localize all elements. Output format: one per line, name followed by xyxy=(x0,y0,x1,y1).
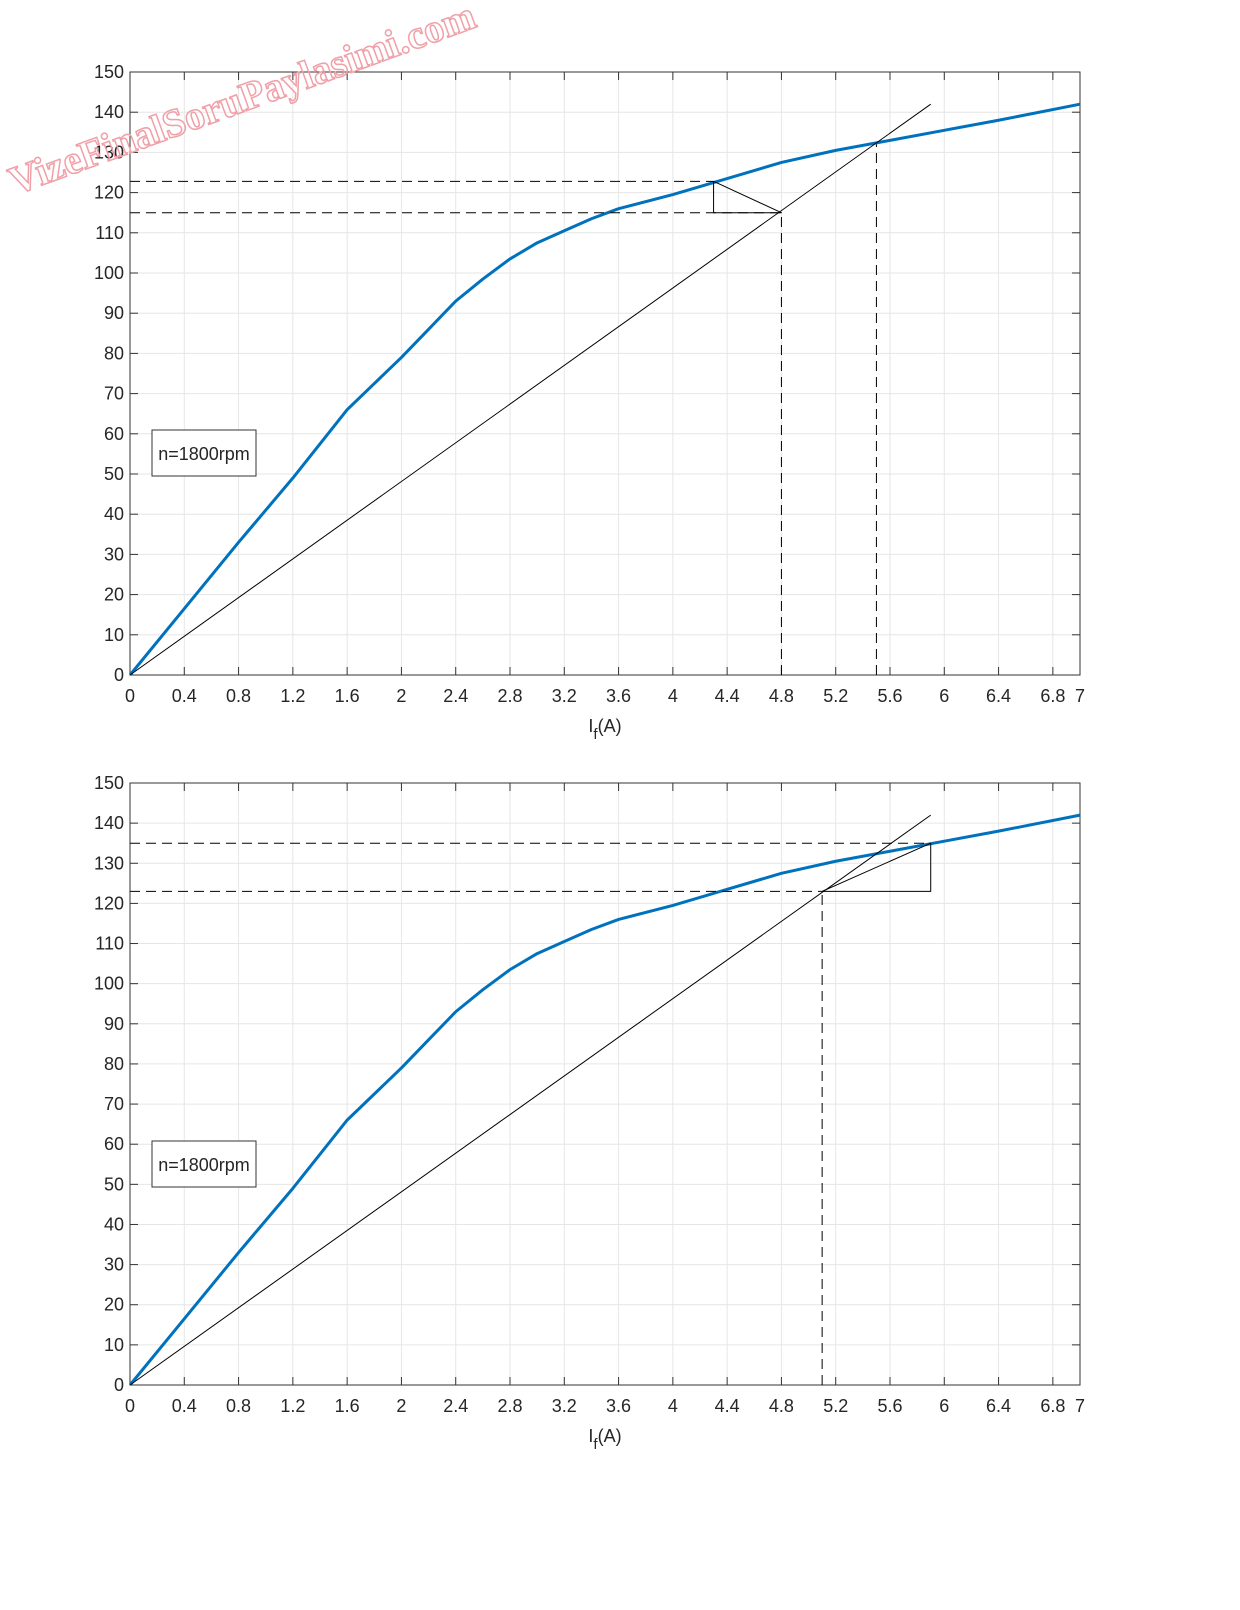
annotation-box xyxy=(151,429,257,477)
y-tick-label: 90 xyxy=(104,1014,124,1034)
plot-frame xyxy=(129,71,1081,676)
x-tick-label: 5.2 xyxy=(823,1396,848,1416)
y-tick-label: 20 xyxy=(104,1295,124,1315)
x-tick-label: 4.4 xyxy=(715,1396,740,1416)
y-tick-label: 10 xyxy=(104,625,124,645)
y-tick-label: 10 xyxy=(104,1335,124,1355)
x-tick-label: 7 xyxy=(1075,686,1085,706)
y-tick-label: 140 xyxy=(94,813,124,833)
y-tick-label: 130 xyxy=(94,853,124,873)
x-tick-label: 6.4 xyxy=(986,1396,1011,1416)
y-tick-label: 50 xyxy=(104,464,124,484)
x-label-unit: (A) xyxy=(598,716,622,736)
x-tick-label: 6.8 xyxy=(1040,1396,1065,1416)
x-tick-label: 5.2 xyxy=(823,686,848,706)
y-tick-label: 0 xyxy=(114,665,124,685)
annotation: n=1800rpm xyxy=(158,1155,250,1175)
x-tick-label: 3.2 xyxy=(552,686,577,706)
x-label-main: I xyxy=(588,1426,593,1446)
annotation: n=1800rpm xyxy=(158,444,250,464)
series-line xyxy=(128,813,1081,1386)
y-tick-label: 110 xyxy=(95,934,124,954)
x-tick-label: 6 xyxy=(939,1396,949,1416)
x-tick-label: 1.2 xyxy=(280,686,305,706)
x-tick-label: 3.6 xyxy=(606,686,631,706)
x-tick-label: 4 xyxy=(668,1396,678,1416)
series-line xyxy=(713,180,782,214)
y-tick-label: 70 xyxy=(104,1094,124,1114)
x-label-sub: f xyxy=(593,1436,598,1453)
y-tick-label: 30 xyxy=(104,544,124,564)
x-tick-label: 2.4 xyxy=(443,686,468,706)
y-tick-label: 90 xyxy=(104,303,124,323)
x-tick-label: 1.6 xyxy=(335,686,360,706)
y-tick-label: 100 xyxy=(94,263,124,283)
series-line xyxy=(821,842,932,892)
y-tick-label: 80 xyxy=(104,343,124,363)
series-line xyxy=(129,103,932,676)
x-tick-label: 0 xyxy=(125,686,135,706)
y-tick-label: 50 xyxy=(104,1174,124,1194)
y-tick-label: 110 xyxy=(95,223,124,243)
x-tick-label: 4.4 xyxy=(715,686,740,706)
x-label-main: I xyxy=(588,716,593,736)
y-tick-label: 40 xyxy=(104,1214,124,1234)
y-tick-label: 100 xyxy=(94,974,124,994)
x-tick-label: 4 xyxy=(668,686,678,706)
x-tick-label: 5.6 xyxy=(877,1396,902,1416)
x-tick-label: 2.8 xyxy=(497,1396,522,1416)
x-tick-label: 0.8 xyxy=(226,686,251,706)
y-tick-label: 0 xyxy=(114,1375,124,1395)
x-axis-label: If(A) xyxy=(588,1426,621,1453)
x-tick-label: 6.8 xyxy=(1040,686,1065,706)
x-tick-label: 4.8 xyxy=(769,1396,794,1416)
y-tick-label: 60 xyxy=(104,424,124,444)
series-line xyxy=(128,102,1081,676)
y-tick-label: 70 xyxy=(104,384,124,404)
x-tick-label: 3.2 xyxy=(552,1396,577,1416)
x-tick-label: 2 xyxy=(396,1396,406,1416)
x-tick-label: 7 xyxy=(1075,1396,1085,1416)
x-tick-label: 0.8 xyxy=(226,1396,251,1416)
x-tick-label: 1.2 xyxy=(280,1396,305,1416)
x-tick-label: 1.6 xyxy=(335,1396,360,1416)
y-tick-label: 60 xyxy=(104,1134,124,1154)
x-tick-label: 2.4 xyxy=(443,1396,468,1416)
x-tick-label: 3.6 xyxy=(606,1396,631,1416)
y-tick-label: 150 xyxy=(94,773,124,793)
x-tick-label: 0.4 xyxy=(172,1396,197,1416)
y-tick-label: 140 xyxy=(94,102,124,122)
x-tick-label: 2 xyxy=(396,686,406,706)
y-tick-label: 80 xyxy=(104,1054,124,1074)
plot-frame xyxy=(129,782,1081,1386)
series-line xyxy=(129,814,932,1386)
x-label-unit: (A) xyxy=(598,1426,622,1446)
x-tick-label: 0 xyxy=(125,1396,135,1416)
x-tick-label: 6 xyxy=(939,686,949,706)
y-tick-label: 120 xyxy=(94,893,124,913)
y-tick-label: 150 xyxy=(94,62,124,82)
y-tick-label: 130 xyxy=(94,142,124,162)
y-tick-label: 40 xyxy=(104,504,124,524)
x-tick-label: 6.4 xyxy=(986,686,1011,706)
x-axis-label: If(A) xyxy=(588,716,621,743)
x-tick-label: 0.4 xyxy=(172,686,197,706)
x-tick-label: 4.8 xyxy=(769,686,794,706)
y-tick-label: 30 xyxy=(104,1255,124,1275)
x-tick-label: 2.8 xyxy=(497,686,522,706)
y-tick-label: 20 xyxy=(104,585,124,605)
x-label-sub: f xyxy=(593,726,598,743)
annotation-box xyxy=(151,1140,257,1188)
x-tick-label: 5.6 xyxy=(877,686,902,706)
y-tick-label: 120 xyxy=(94,183,124,203)
